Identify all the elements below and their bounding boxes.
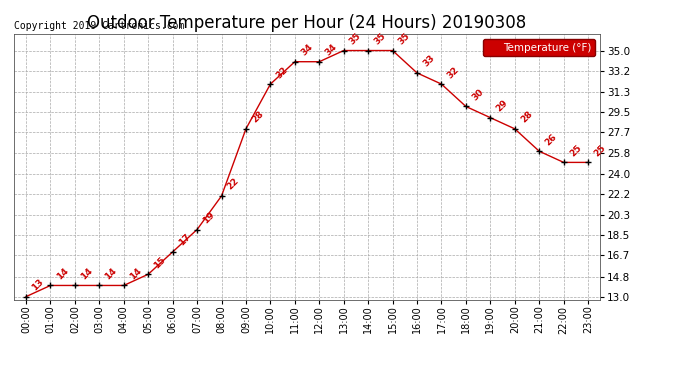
Text: 30: 30 — [470, 87, 485, 102]
Text: 13: 13 — [30, 277, 46, 292]
Legend: Temperature (°F): Temperature (°F) — [483, 39, 595, 56]
Text: 34: 34 — [299, 42, 314, 57]
Text: 25: 25 — [568, 143, 583, 158]
Text: 32: 32 — [275, 65, 290, 80]
Text: 14: 14 — [79, 266, 95, 281]
Title: Outdoor Temperature per Hour (24 Hours) 20190308: Outdoor Temperature per Hour (24 Hours) … — [88, 14, 526, 32]
Text: 17: 17 — [177, 232, 192, 248]
Text: 33: 33 — [421, 54, 436, 69]
Text: 14: 14 — [128, 266, 144, 281]
Text: Copyright 2019 Cartronics.com: Copyright 2019 Cartronics.com — [14, 21, 184, 31]
Text: 25: 25 — [592, 143, 607, 158]
Text: 14: 14 — [55, 266, 70, 281]
Text: 15: 15 — [152, 255, 168, 270]
Text: 34: 34 — [324, 42, 339, 57]
Text: 35: 35 — [348, 31, 363, 46]
Text: 32: 32 — [446, 65, 461, 80]
Text: 28: 28 — [250, 110, 266, 125]
Text: 19: 19 — [201, 210, 217, 225]
Text: 35: 35 — [373, 31, 388, 46]
Text: 26: 26 — [543, 132, 559, 147]
Text: 28: 28 — [519, 110, 534, 125]
Text: 22: 22 — [226, 177, 241, 192]
Text: 14: 14 — [104, 266, 119, 281]
Text: 29: 29 — [495, 98, 510, 114]
Text: 35: 35 — [397, 31, 412, 46]
